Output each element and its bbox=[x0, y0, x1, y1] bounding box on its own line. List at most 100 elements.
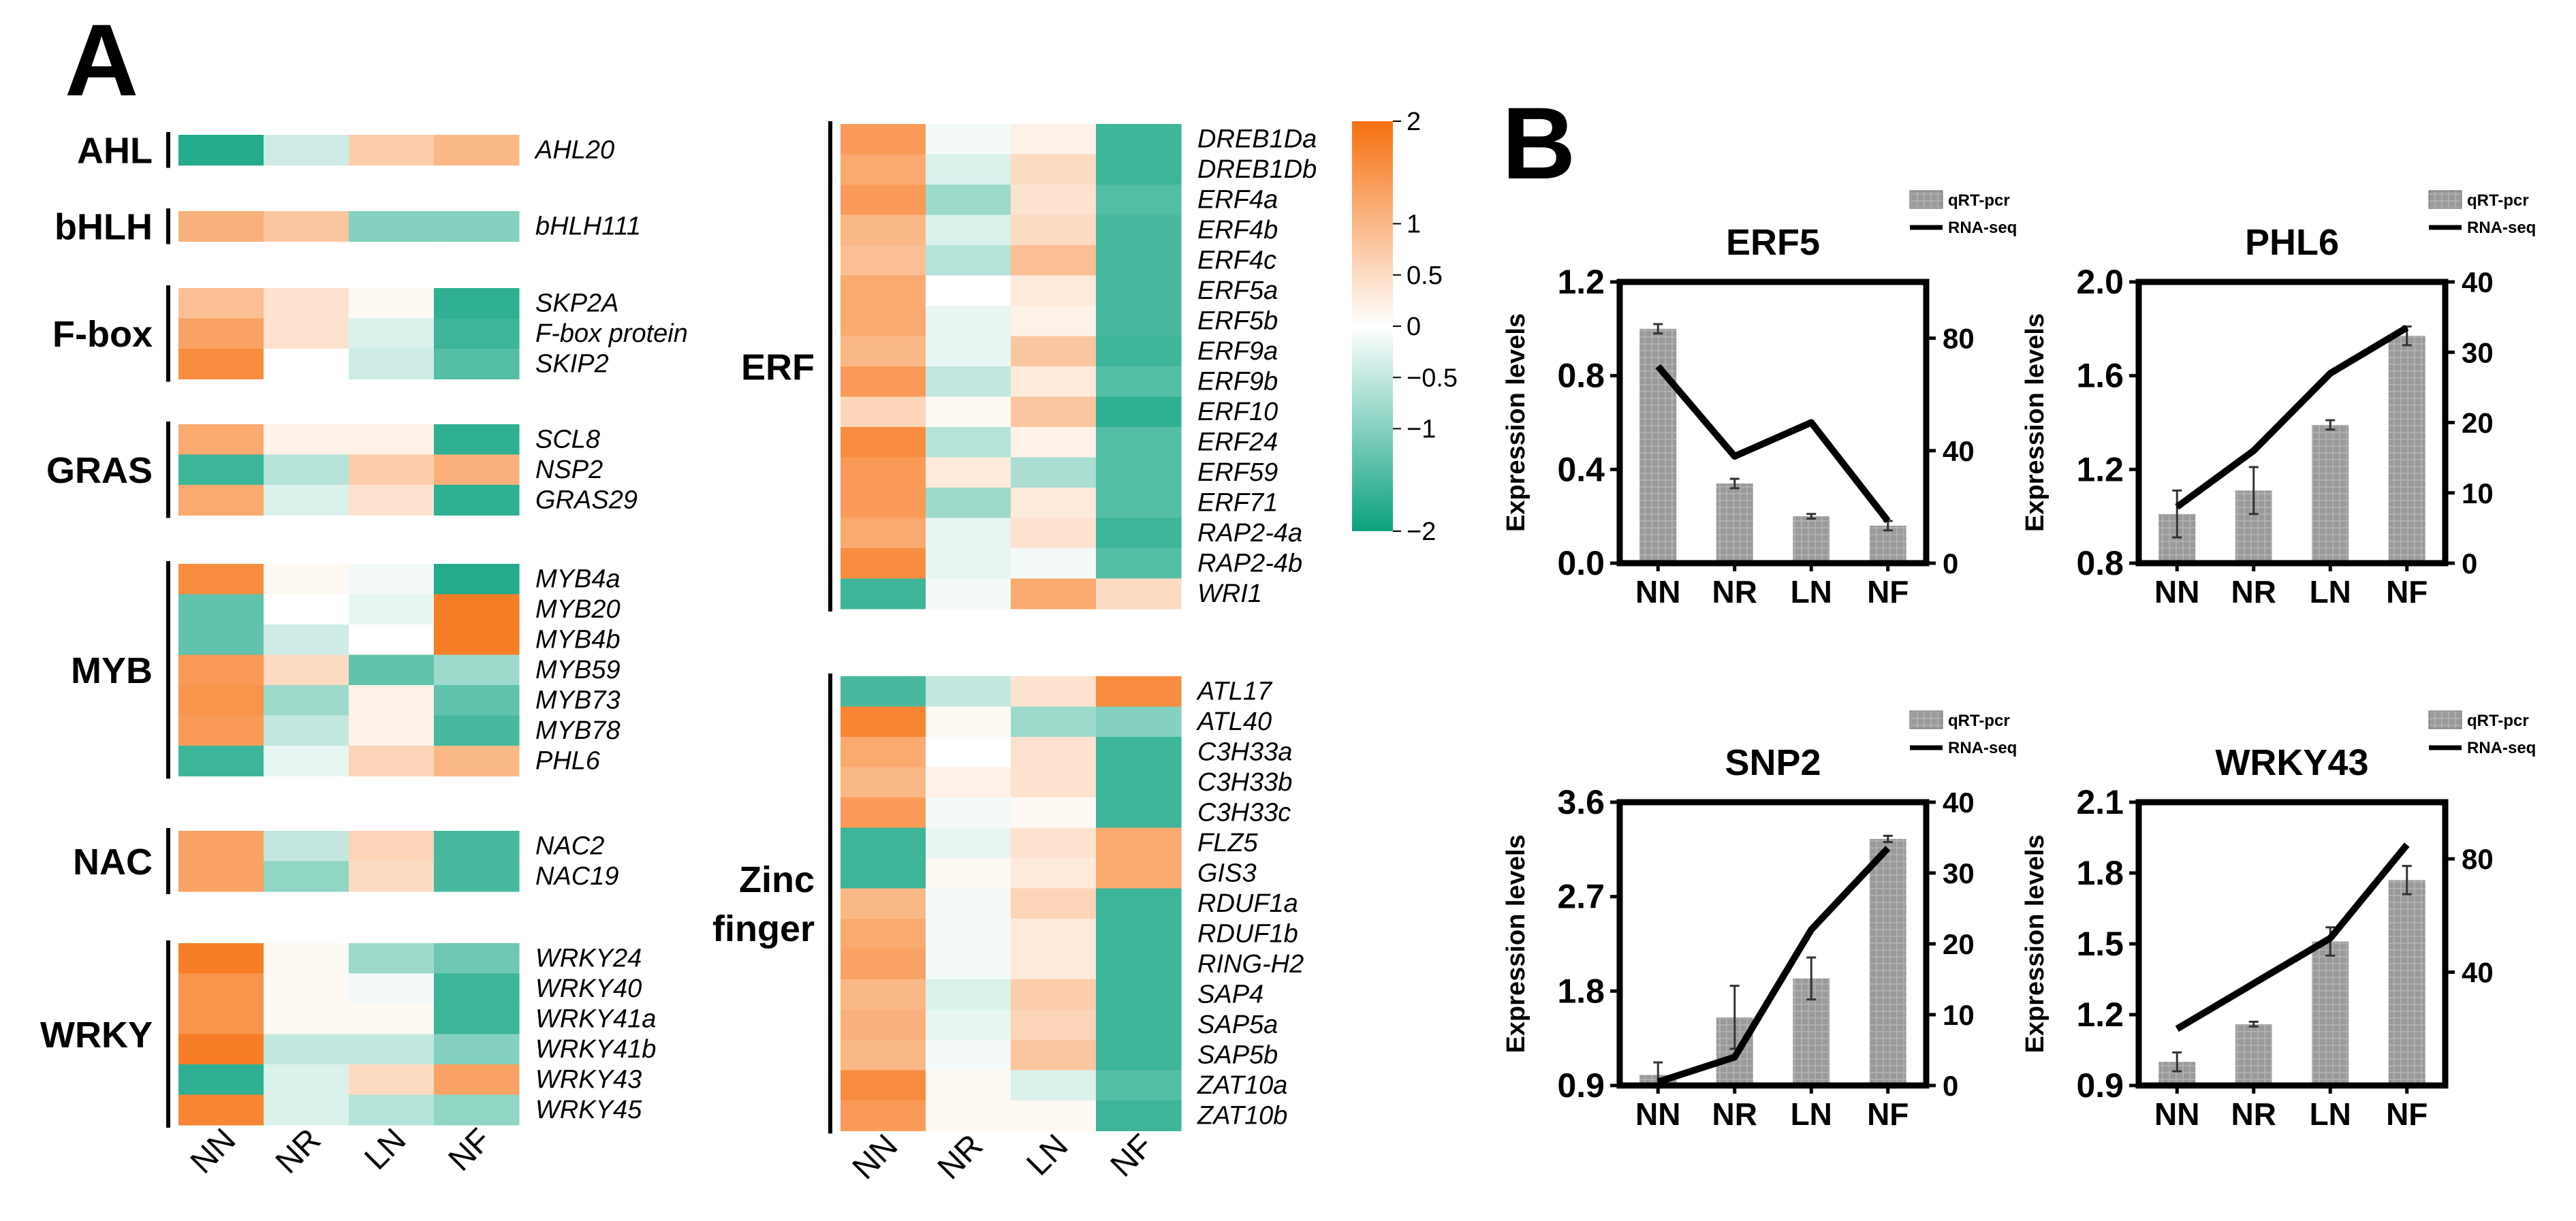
gene-label: ERF5a bbox=[1197, 276, 1278, 305]
plot-title: SNP2 bbox=[1725, 742, 1821, 783]
heat-cell bbox=[264, 624, 349, 656]
heat-cell bbox=[1011, 888, 1097, 919]
colorbar: 2 1 0.5 0 −0.5 −1 −2 bbox=[1352, 108, 1458, 546]
y2-tick-label: 80 bbox=[1943, 323, 1975, 355]
heat-cell bbox=[1011, 979, 1097, 1011]
heat-cell bbox=[1011, 488, 1097, 519]
gene-label: MYB73 bbox=[535, 686, 621, 715]
gene-label: SAP5b bbox=[1197, 1041, 1278, 1070]
heat-cell bbox=[178, 715, 264, 746]
y-axis-label: Expression levels bbox=[1502, 834, 1530, 1053]
y-tick-label: 1.8 bbox=[2076, 854, 2124, 892]
heat-cell bbox=[434, 135, 520, 166]
y2-tick-label: 10 bbox=[1943, 999, 1975, 1031]
heat-cell bbox=[926, 306, 1011, 337]
legend-label: qRT-pcr bbox=[2467, 191, 2529, 210]
heat-cell bbox=[1011, 827, 1097, 859]
gene-label: WRKY24 bbox=[535, 945, 642, 973]
y-tick-label: 0.8 bbox=[1557, 357, 1605, 395]
heat-cell bbox=[926, 827, 1011, 859]
colorbar-tick-label: 1 bbox=[1407, 210, 1421, 239]
heat-cell bbox=[841, 949, 926, 980]
heat-cell bbox=[264, 564, 349, 595]
heat-cell bbox=[349, 861, 435, 892]
heat-cell bbox=[264, 1064, 349, 1096]
y2-tick-label: 10 bbox=[2462, 477, 2494, 509]
heat-cell bbox=[841, 336, 926, 367]
legend-label: RNA-seq bbox=[1948, 219, 2017, 237]
bar bbox=[1869, 838, 1906, 1085]
x-tick-label: NF bbox=[1867, 574, 1909, 609]
heat-cell bbox=[1011, 185, 1097, 216]
heat-cell bbox=[434, 943, 520, 974]
gene-label: PHL6 bbox=[535, 747, 601, 776]
heat-cell bbox=[926, 396, 1011, 428]
legend-swatch-bar bbox=[2428, 190, 2462, 209]
plot-title: ERF5 bbox=[1726, 222, 1820, 263]
heat-cell bbox=[434, 424, 520, 456]
gene-label: MYB20 bbox=[535, 595, 621, 624]
colorbar-tick-label: 0 bbox=[1407, 313, 1421, 341]
heat-cell bbox=[841, 979, 926, 1011]
heat-cell bbox=[1011, 427, 1097, 458]
gene-label: ERF71 bbox=[1197, 489, 1278, 518]
heat-cell bbox=[841, 457, 926, 488]
heat-cell bbox=[1011, 1040, 1097, 1071]
colorbar-ticks: 2 1 0.5 0 −0.5 −1 −2 bbox=[1393, 108, 1458, 546]
heat-cell bbox=[926, 737, 1011, 768]
group-label: WRKY bbox=[40, 1015, 153, 1056]
heat-cell bbox=[349, 594, 435, 625]
heat-cell bbox=[841, 1009, 926, 1041]
gene-label: RAP2-4a bbox=[1197, 519, 1302, 548]
group-bracket bbox=[166, 940, 170, 1128]
heat-cell bbox=[178, 685, 264, 716]
heat-cell bbox=[841, 706, 926, 738]
heat-cell bbox=[1011, 676, 1097, 708]
heat-cell bbox=[349, 831, 435, 862]
gene-label: ERF9b bbox=[1197, 368, 1278, 396]
heat-cell bbox=[1096, 245, 1182, 276]
legend-label: RNA-seq bbox=[2467, 739, 2536, 757]
heat-cell bbox=[926, 366, 1011, 398]
heat-cell bbox=[926, 427, 1011, 458]
gene-label: ZAT10b bbox=[1197, 1102, 1287, 1130]
panel-label-a: A bbox=[65, 3, 138, 117]
gene-label: C3H33a bbox=[1197, 738, 1292, 767]
heat-cell bbox=[434, 485, 520, 516]
heat-cell bbox=[1011, 919, 1097, 950]
y2-tick-label: 0 bbox=[1943, 1070, 1958, 1102]
colorbar-gradient bbox=[1352, 121, 1393, 531]
gene-label: DREB1Db bbox=[1197, 155, 1317, 184]
plot-wrky43: WRKY43 0.9 1.2 1.5 1.8 2.1 40 80 NN NR LN NF Express… bbox=[2021, 710, 2536, 1132]
heat-cell bbox=[926, 518, 1011, 549]
y2-tick-label: 30 bbox=[2462, 336, 2494, 368]
heat-cell bbox=[1011, 124, 1097, 155]
heat-cell bbox=[926, 1040, 1011, 1071]
bar bbox=[2388, 880, 2425, 1085]
heat-cell bbox=[926, 488, 1011, 519]
heat-cell bbox=[349, 715, 435, 746]
gene-label: RAP2-4b bbox=[1197, 550, 1302, 578]
heat-cell bbox=[264, 1004, 349, 1035]
y2-tick-label: 30 bbox=[1943, 857, 1975, 889]
gene-label: MYB78 bbox=[535, 716, 621, 745]
heat-cell bbox=[926, 245, 1011, 276]
gene-label: WRKY41b bbox=[535, 1035, 656, 1064]
heat-cell bbox=[1096, 488, 1182, 519]
heat-cell bbox=[434, 594, 520, 625]
heat-cell bbox=[841, 488, 926, 519]
bar bbox=[1793, 516, 1830, 563]
legend-swatch-bar bbox=[2428, 710, 2462, 729]
heat-cell bbox=[349, 685, 435, 716]
x-tick-label: NF bbox=[2386, 574, 2428, 609]
heat-cell bbox=[1096, 888, 1182, 919]
heat-cell bbox=[178, 861, 264, 892]
heat-cell bbox=[926, 888, 1011, 919]
gene-label: FLZ5 bbox=[1197, 829, 1259, 857]
y2-tick-label: 40 bbox=[1943, 787, 1975, 819]
heat-cell bbox=[1011, 275, 1097, 306]
gene-label: DREB1Da bbox=[1197, 125, 1317, 154]
gene-group-zinc-finger: ATL17ATL40C3H33aC3H33bC3H33cFLZ5GIS3RDUF… bbox=[712, 673, 1304, 1134]
heat-cell bbox=[1096, 275, 1182, 306]
